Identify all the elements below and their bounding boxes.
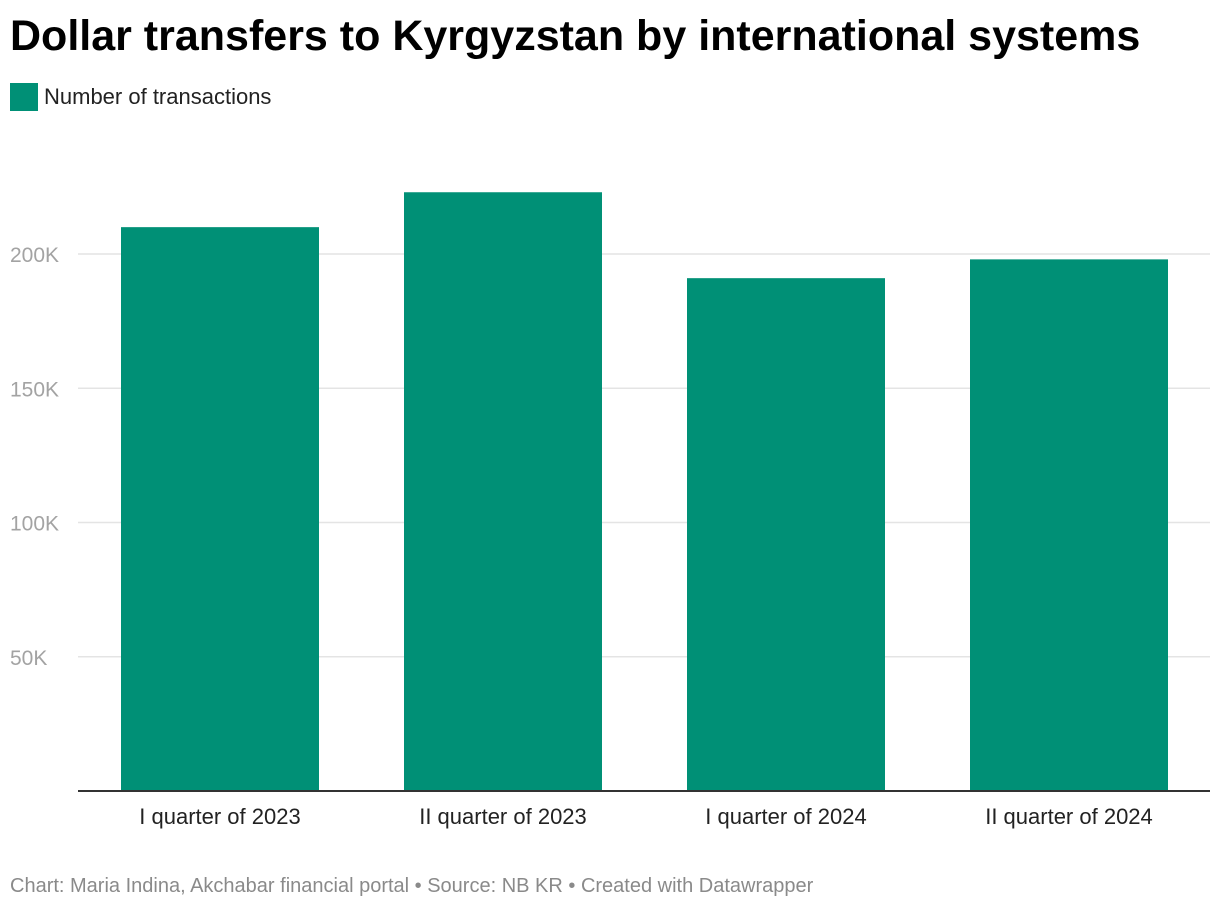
y-axis-ticks: 50K 100K 150K 200K (10, 244, 59, 670)
x-category-label: I quarter of 2024 (705, 804, 866, 829)
y-tick-label: 200K (10, 244, 59, 267)
bar (404, 192, 602, 791)
bar (970, 259, 1168, 791)
bar (687, 278, 885, 791)
y-tick-label: 50K (10, 647, 47, 670)
y-tick-label: 100K (10, 513, 59, 536)
x-category-label: II quarter of 2024 (985, 804, 1153, 829)
legend: Number of transactions (10, 82, 271, 112)
chart-title: Dollar transfers to Kyrgyzstan by intern… (10, 12, 1141, 60)
y-tick-label: 150K (10, 378, 59, 401)
bar-chart: 50K 100K 150K 200K I quarter of 2023 II quar… (10, 192, 1210, 829)
bar (121, 227, 319, 791)
legend-label: Number of transactions (44, 84, 272, 109)
bars (121, 192, 1168, 791)
legend-swatch (10, 83, 38, 111)
x-axis-labels: I quarter of 2023 II quarter of 2023 I qua… (139, 804, 1153, 829)
x-category-label: II quarter of 2023 (419, 804, 587, 829)
chart-footer: Chart: Maria Indina, Akchabar financial … (10, 875, 814, 897)
x-category-label: I quarter of 2023 (139, 804, 300, 829)
